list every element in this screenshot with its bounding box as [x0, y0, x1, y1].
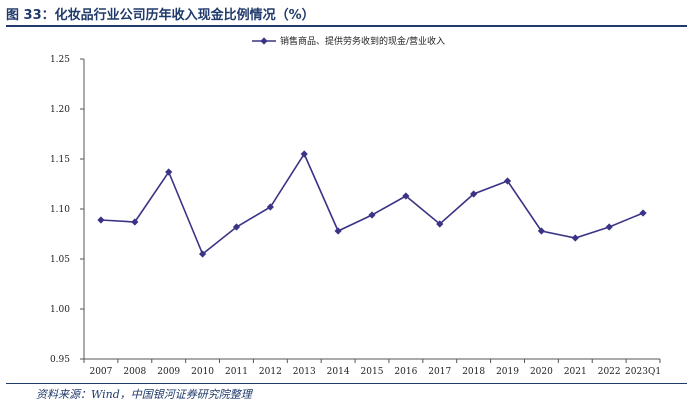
axes: [80, 58, 661, 363]
y-tick-label: 1.20: [50, 105, 70, 115]
x-tick-labels: 2007 2008 2009 2010 2011 2012 2013 2014 2015 2016…: [89, 367, 661, 377]
x-tick-label: 2013: [293, 367, 316, 377]
source-rule: [6, 383, 687, 384]
line-chart: 0.951.001.051.101.151.201.25 2007 2008 200…: [50, 35, 661, 377]
x-tick-label: 2016: [394, 367, 417, 377]
data-point-marker: [470, 190, 478, 198]
x-tick-label: 2008: [123, 367, 146, 377]
y-tick-label: 1.05: [50, 255, 70, 265]
data-point-marker: [402, 192, 410, 200]
x-tick-label: 2007: [89, 367, 112, 377]
legend-marker: [260, 37, 268, 45]
x-tick-label: 2022: [598, 367, 621, 377]
data-point-marker: [131, 218, 139, 226]
x-tick-label: 2021: [564, 367, 587, 377]
data-point-marker: [368, 211, 376, 219]
data-point-marker: [198, 250, 207, 258]
data-point-marker: [97, 216, 105, 224]
x-tick-label: 2009: [157, 367, 180, 377]
data-point-marker: [266, 203, 274, 211]
source-note: 资料来源：Wind，中国银河证券研究院整理: [36, 388, 252, 401]
x-tick-label: 2023Q1: [625, 367, 661, 377]
x-tick-label: 2020: [530, 367, 553, 377]
legend: 销售商品、提供劳务收到的现金/营业收入: [252, 35, 445, 47]
legend-label: 销售商品、提供劳务收到的现金/营业收入: [280, 35, 445, 47]
x-tick-label: 2012: [259, 367, 282, 377]
y-tick-label: 0.95: [50, 355, 70, 365]
series-group: [97, 150, 647, 258]
x-tick-label: 2018: [462, 367, 485, 377]
y-tick-label: 1.00: [50, 305, 70, 315]
x-tick-label: 2011: [225, 367, 248, 377]
y-tick-labels: 0.95 1.00 1.05 1.10 1.15 1.20 1.25: [50, 55, 70, 365]
y-tick-label: 1.10: [50, 205, 70, 215]
figure-title: 图 33：化妆品行业公司历年收入现金比例情况（%）: [6, 8, 315, 23]
data-point-marker: [503, 177, 512, 185]
x-tick-label: 2014: [327, 367, 350, 377]
x-tick-label: 2019: [496, 367, 519, 377]
data-point-marker: [605, 223, 613, 231]
x-tick-label: 2015: [361, 367, 384, 377]
data-point-marker: [232, 223, 241, 231]
y-tick-label: 1.25: [50, 55, 70, 65]
series-line: [100, 152, 644, 256]
data-point-marker: [300, 150, 308, 158]
x-tick-label: 2017: [428, 367, 451, 377]
data-point-marker: [571, 234, 579, 242]
data-point-marker: [537, 227, 546, 235]
x-tick-label: 2010: [191, 367, 214, 377]
title-rule: [6, 25, 687, 27]
data-point-marker: [436, 220, 444, 228]
data-point-marker: [639, 209, 647, 217]
y-tick-label: 1.15: [50, 155, 70, 165]
data-point-marker: [165, 168, 173, 176]
data-point-marker: [334, 227, 342, 235]
